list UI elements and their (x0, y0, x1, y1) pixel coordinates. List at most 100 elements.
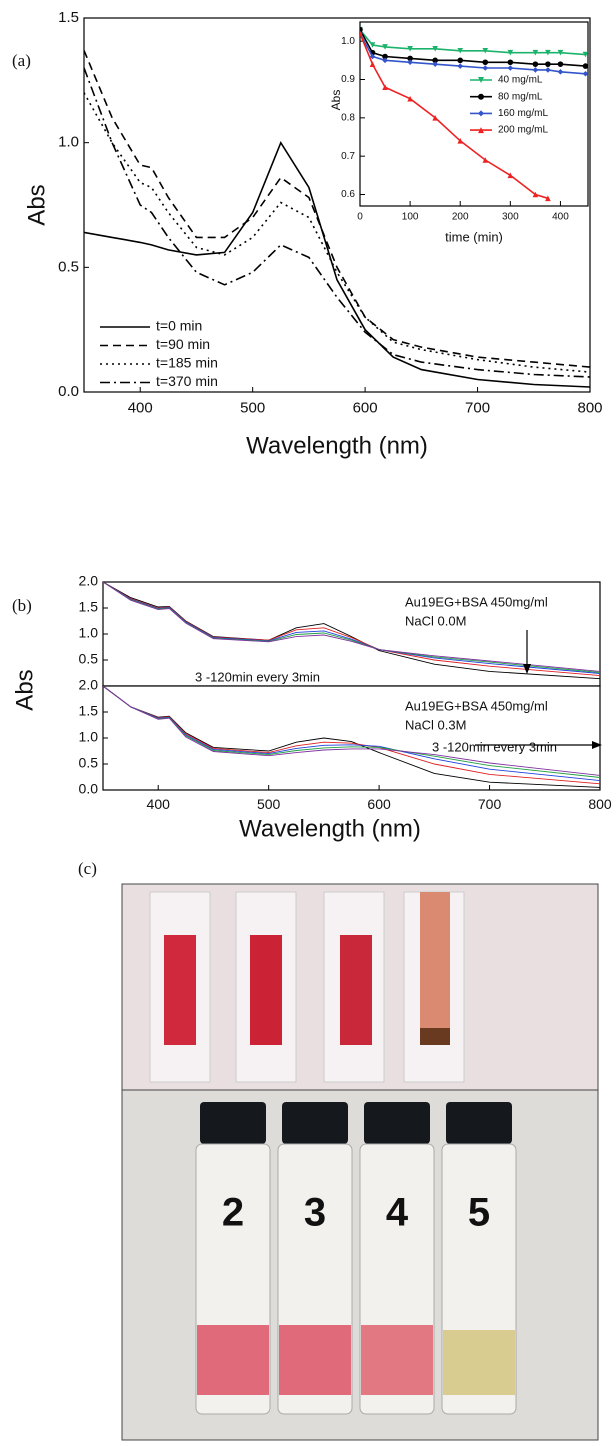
marker (582, 63, 588, 69)
vial-liquid (279, 1325, 351, 1395)
x-tick-label: 400 (147, 796, 171, 812)
y-axis-label: Abs (329, 90, 343, 111)
x-tick-label: 400 (552, 212, 569, 223)
panel-label: (b) (12, 596, 32, 615)
legend-marker (478, 77, 484, 83)
y-tick-label: 0.0 (79, 781, 99, 797)
series-line (84, 50, 590, 368)
x-tick-label: 0 (357, 212, 363, 223)
x-tick-label: 500 (257, 796, 281, 812)
vial-cap (282, 1102, 348, 1144)
marker (482, 59, 489, 66)
series-line (103, 582, 600, 673)
marker (507, 65, 514, 71)
marker (557, 49, 564, 56)
legend-label: t=0 min (156, 318, 202, 334)
y-tick-label: 1.5 (79, 703, 99, 719)
plot-frame (102, 685, 601, 791)
series-line (103, 582, 600, 677)
marker (432, 115, 438, 121)
marker (557, 69, 564, 75)
marker (545, 61, 551, 67)
marker (407, 59, 413, 66)
x-axis-label: time (min) (445, 229, 503, 244)
marker (507, 49, 514, 56)
marker (432, 61, 438, 67)
plot-lines (103, 582, 600, 680)
y-tick-label: 0.7 (341, 151, 355, 162)
arrow-head (592, 741, 602, 749)
cuvette-sediment (420, 1028, 450, 1045)
series-line (103, 686, 600, 782)
marker (382, 84, 388, 90)
legend-marker (478, 93, 484, 100)
marker (407, 95, 413, 102)
y-tick-label: 1.5 (58, 9, 79, 26)
x-tick-label: 600 (367, 796, 391, 812)
marker (369, 61, 376, 67)
series-line (84, 92, 590, 373)
marker (360, 26, 363, 33)
y-tick-label: 2.0 (79, 573, 99, 589)
panel-label: (a) (12, 51, 31, 70)
legend-label: 160 mg/mL (498, 108, 548, 119)
chart: 0.6 0.7 0.8 0.9 1.0 0 100 200 300 400 time (min) Ab… (329, 21, 589, 244)
marker (457, 63, 464, 69)
marker (482, 157, 489, 163)
cuvette-liquid (164, 935, 196, 1045)
y-tick-label: 0.5 (79, 755, 99, 771)
x-axis-label: Wavelength (nm) (246, 432, 428, 459)
plot-lines (84, 50, 590, 388)
marker (582, 70, 588, 77)
legend-marker (478, 127, 484, 134)
y-tick-label: 1.0 (79, 729, 99, 745)
marker (582, 51, 588, 58)
x-axis-label: Wavelength (nm) (239, 815, 421, 842)
y-tick-label: 0.8 (341, 112, 355, 123)
marker (382, 44, 388, 50)
marker (482, 47, 489, 54)
vial-number: 4 (386, 1191, 409, 1235)
x-tick-label: 300 (502, 212, 519, 223)
vial-liquid (361, 1325, 433, 1395)
cuvette-liquid (340, 935, 372, 1045)
series-line (103, 582, 600, 680)
annotation: 3 -120min every 3min (195, 669, 320, 684)
legend-label: 80 mg/mL (498, 91, 543, 102)
y-tick-label: 0.5 (79, 651, 99, 667)
marker (557, 61, 564, 67)
x-tick-label: 100 (402, 212, 419, 223)
series-line (84, 140, 590, 388)
marker (482, 65, 489, 71)
x-tick-label: 700 (478, 796, 502, 812)
vial-number: 2 (222, 1191, 244, 1235)
series-line (84, 67, 590, 378)
marker (532, 49, 539, 56)
marker (545, 67, 551, 73)
series-line (360, 33, 549, 200)
vial-cap (446, 1102, 512, 1144)
marker (457, 138, 464, 144)
series-line (103, 686, 600, 785)
arrow-head (523, 664, 531, 674)
plot-lines (103, 686, 600, 788)
legend-label: 40 mg/mL (498, 75, 543, 86)
annotation: Au19EG+BSA 450mg/ml (405, 594, 548, 609)
marker (457, 57, 464, 64)
vial-liquid (197, 1325, 269, 1395)
vial-cap (200, 1102, 266, 1144)
y-tick-label: 0.5 (58, 258, 79, 275)
y-axis-label: Abs (11, 669, 38, 710)
y-tick-label: 0.9 (341, 74, 355, 85)
legend-label: 200 mg/mL (498, 125, 548, 136)
marker (407, 46, 413, 52)
marker (382, 57, 388, 64)
marker (432, 57, 438, 64)
marker (545, 49, 551, 56)
annotation: Au19EG+BSA 450mg/ml (405, 698, 548, 713)
vial-number: 3 (304, 1191, 326, 1235)
x-tick-label: 500 (240, 399, 265, 416)
series-line (103, 686, 600, 778)
legend-label: t=90 min (156, 336, 210, 352)
series-line (103, 582, 600, 672)
